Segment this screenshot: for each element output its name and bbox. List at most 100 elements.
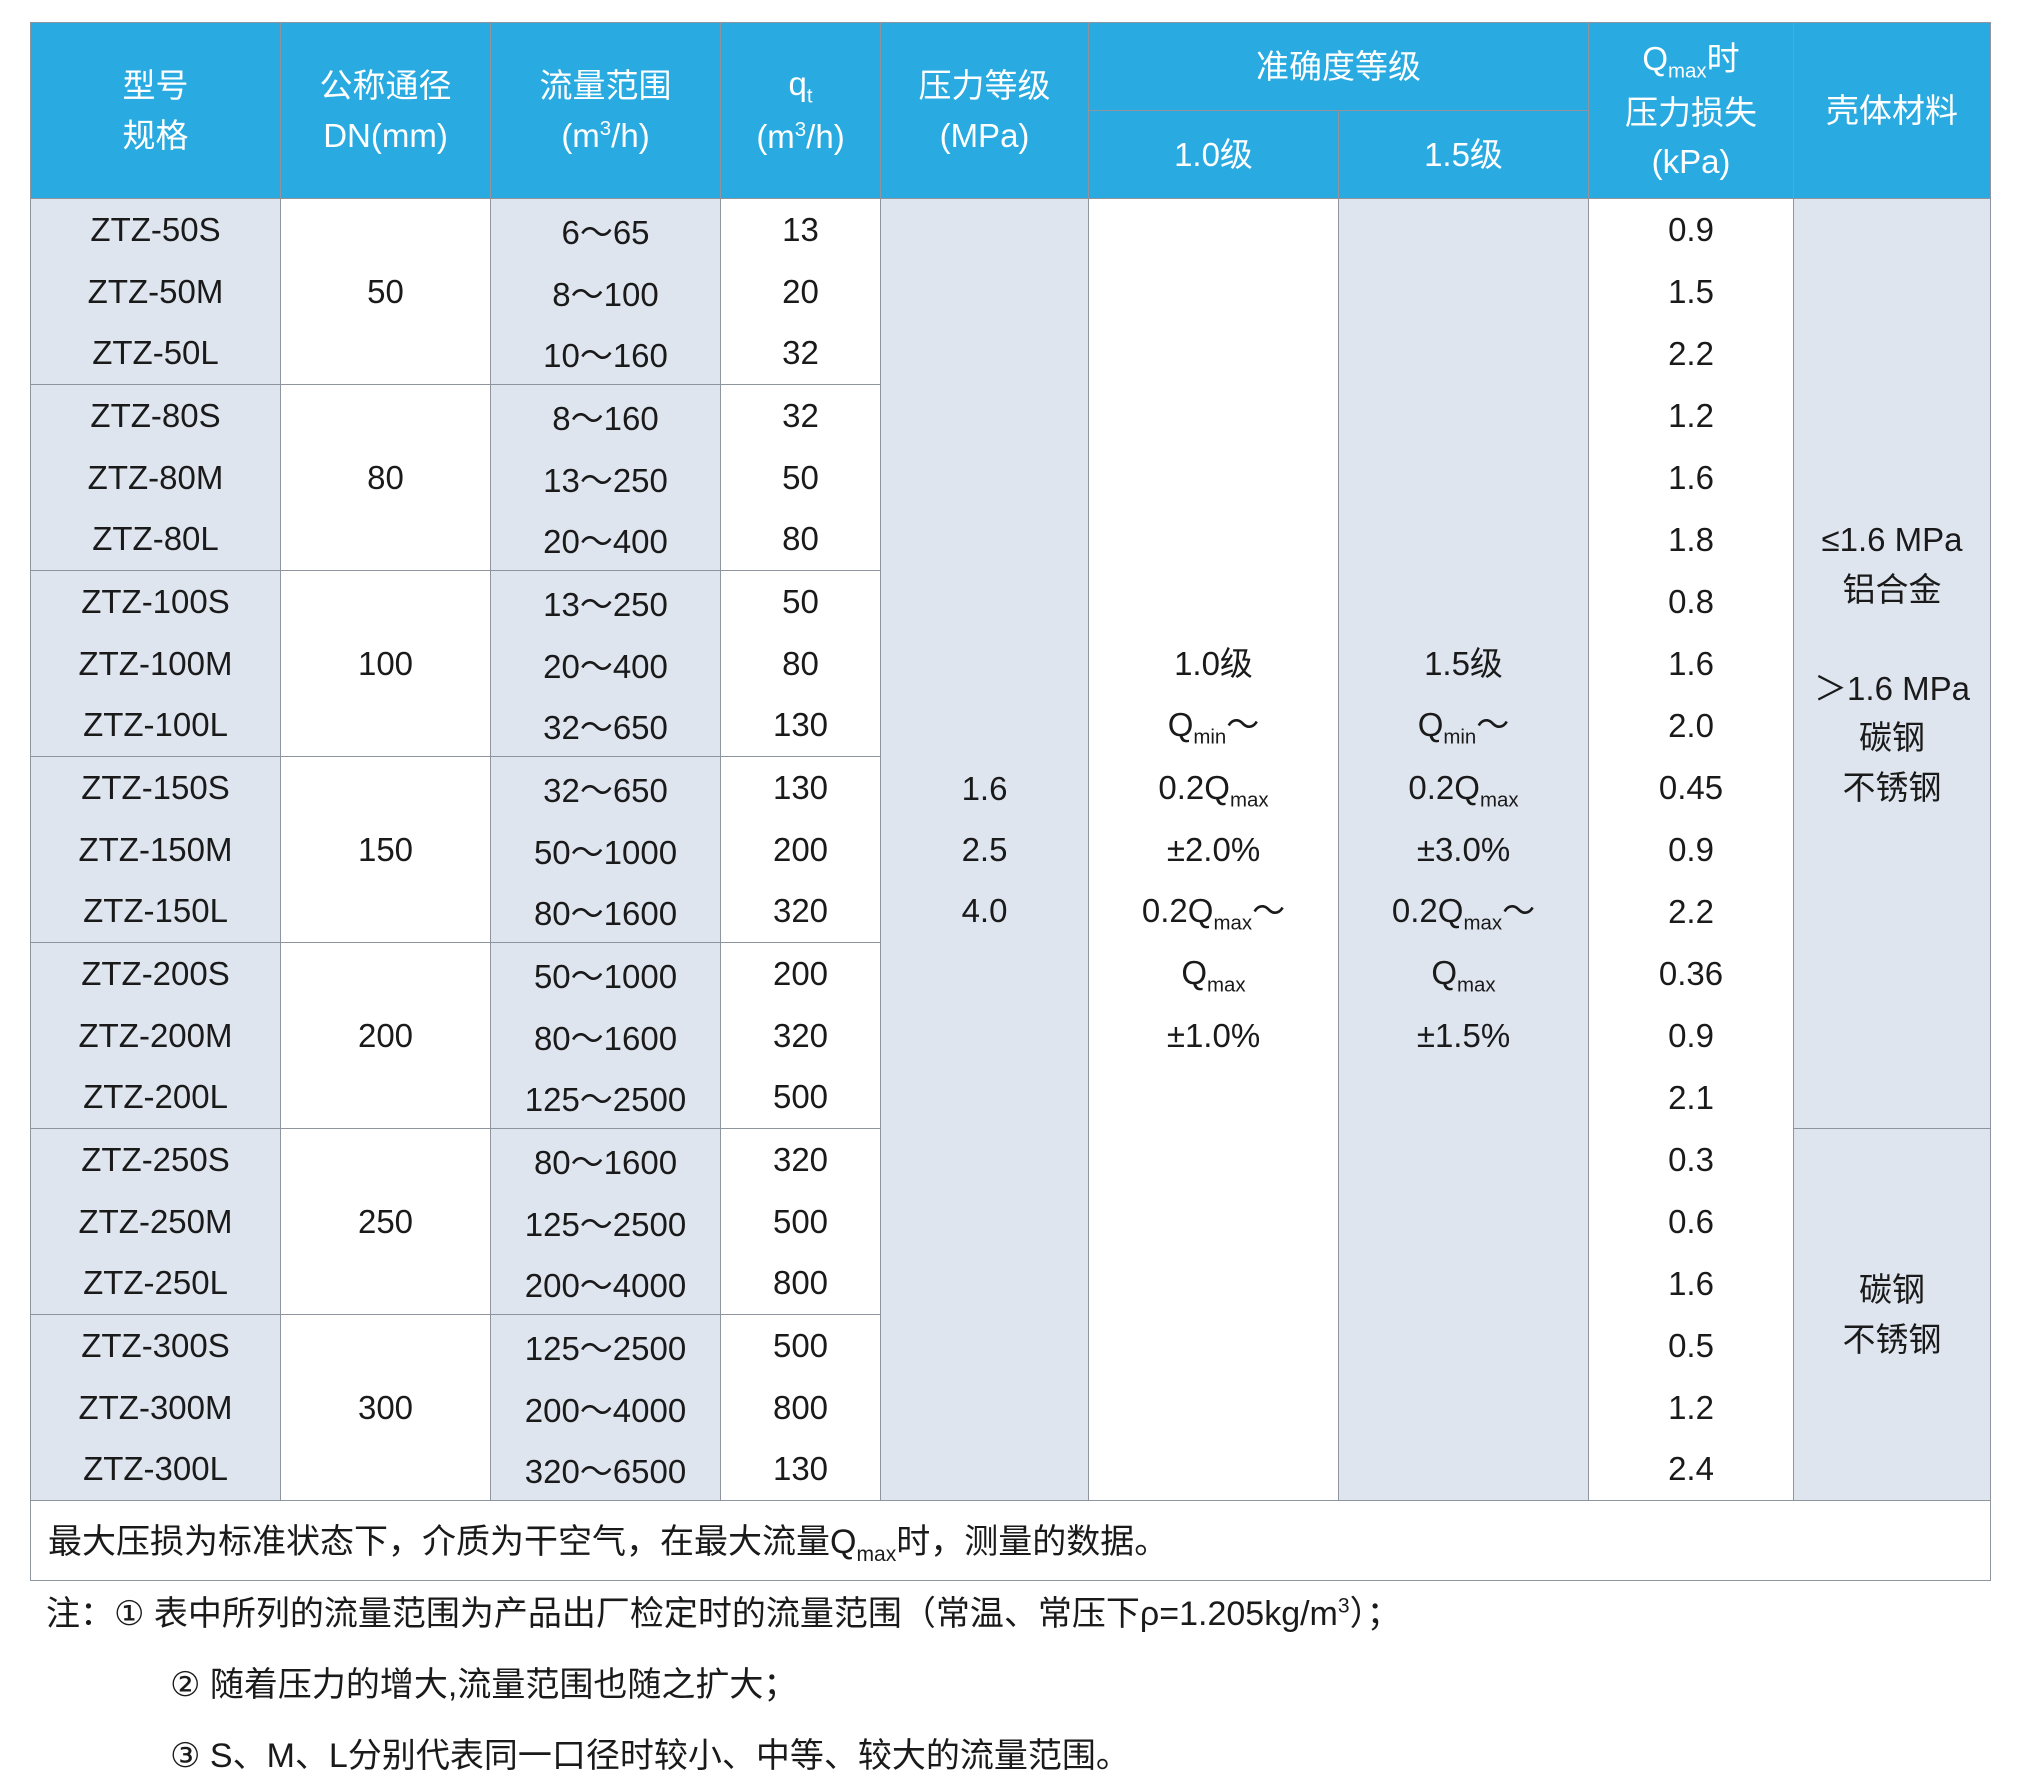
model-cell: ZTZ-200L [30,1066,281,1129]
pressure-loss-cell: 0.9 [1588,198,1794,261]
flow-range-cell: 13～250 [490,446,721,509]
model-cell: ZTZ-50L [30,322,281,385]
pressure-loss-cell: 1.6 [1588,1252,1794,1315]
flow-range-cell: 20～400 [490,632,721,695]
pressure-loss-cell: 1.6 [1588,446,1794,509]
flow-range-cell: 125～2500 [490,1314,721,1377]
qt-cell: 500 [720,1190,881,1253]
spec-row: ZTZ-150M 50～1000 200 0.9 [30,818,1991,881]
dn-cell: 100 [280,570,491,757]
dn-cell: 250 [280,1128,491,1315]
pressure-loss-cell: 1.2 [1588,1376,1794,1439]
dn-cell: 150 [280,756,491,943]
qt-cell: 800 [720,1376,881,1439]
flow-range-cell: 200～4000 [490,1376,721,1439]
spec-row: ZTZ-300L 320～6500 130 2.4 [30,1438,1991,1501]
model-cell: ZTZ-250L [30,1252,281,1315]
spec-row: ZTZ-100S 100 13～250 50 0.8 [30,570,1991,757]
pressure-loss-cell: 0.45 [1588,756,1794,819]
qt-cell: 500 [720,1314,881,1377]
flow-range-cell: 8～100 [490,260,721,323]
qt-cell: 320 [720,1128,881,1191]
flow-range-cell: 320～6500 [490,1438,721,1501]
spec-row: ZTZ-80S 80 8～160 32 1.2 [30,384,1991,571]
spec-row: ZTZ-250M 125～2500 500 0.6 [30,1190,1991,1253]
qt-cell: 130 [720,1438,881,1501]
material-cell: ≤1.6 MPa 铝合金 ＞1.6 MPa 碳钢 不锈钢 [1793,198,1991,1129]
pressure-loss-cell: 0.6 [1588,1190,1794,1253]
spec-row: ZTZ-100L 32～650 130 2.0 [30,694,1991,757]
pressure-loss-cell: 0.8 [1588,570,1794,633]
header-accuracy-1-0: 1.0级 [1088,110,1339,199]
header-pressure: 压力等级 (MPa) [880,22,1089,199]
model-cell: ZTZ-150M [30,818,281,881]
accuracy-1-5-cell: 1.5级 Qmin～ 0.2Qmax ±3.0% 0.2Qmax～ Qmax ±1.5% [1338,198,1589,1501]
qt-cell: 130 [720,694,881,757]
flow-range-cell: 80～1600 [490,1004,721,1067]
qt-cell: 32 [720,384,881,447]
header-material: 壳体材料 [1793,22,1991,199]
flow-range-cell: 13～250 [490,570,721,633]
spec-row: ZTZ-200S 200 50～1000 200 0.36 [30,942,1991,1129]
model-cell: ZTZ-150L [30,880,281,943]
qt-cell: 200 [720,818,881,881]
header-qt: qt (m3/h) [720,22,881,199]
qt-cell: 500 [720,1066,881,1129]
note-line-2: ② 随着压力的增大,流量范围也随之扩大； [170,1666,798,1705]
model-cell: ZTZ-50M [30,260,281,323]
model-cell: ZTZ-100M [30,632,281,695]
model-cell: ZTZ-300L [30,1438,281,1501]
flow-range-cell: 8～160 [490,384,721,447]
qt-cell: 130 [720,756,881,819]
pressure-loss-cell: 1.6 [1588,632,1794,695]
qt-cell: 320 [720,1004,881,1067]
model-cell: ZTZ-200M [30,1004,281,1067]
model-cell: ZTZ-100L [30,694,281,757]
pressure-loss-cell: 0.36 [1588,942,1794,1005]
qt-cell: 800 [720,1252,881,1315]
flow-range-cell: 6～65 [490,198,721,261]
spec-row: ZTZ-50M 8～100 20 1.5 [30,260,1991,323]
pressure-loss-cell: 0.9 [1588,818,1794,881]
pressure-loss-cell: 1.8 [1588,508,1794,571]
flow-range-cell: 125～2500 [490,1066,721,1129]
spec-table: 型号 规格 公称通径 DN(mm) 流量范围 (m3/h) qt (m3/h) 压力等级… [30,22,1991,1581]
header-row-1: 型号 规格 公称通径 DN(mm) 流量范围 (m3/h) qt (m3/h) 压力等级… [30,22,1991,199]
flow-range-cell: 200～4000 [490,1252,721,1315]
flow-range-cell: 50～1000 [490,818,721,881]
spec-row: ZTZ-150S 150 32～650 130 0.45 [30,756,1991,943]
dn-cell: 200 [280,942,491,1129]
pressure-loss-cell: 2.2 [1588,322,1794,385]
header-accuracy: 准确度等级 [1088,22,1589,111]
flow-range-cell: 32～650 [490,756,721,819]
model-cell: ZTZ-80L [30,508,281,571]
qt-cell: 13 [720,198,881,261]
dn-cell: 80 [280,384,491,571]
pressure-rating-cell: 1.6 2.5 4.0 [880,198,1089,1501]
header-model: 型号 规格 [30,22,281,199]
flow-range-cell: 80～1600 [490,880,721,943]
qt-cell: 50 [720,446,881,509]
spec-table-body: ZTZ-50S 50 6～65 13 1.6 2.5 4.0 1.0级 Qmin～ 0.2Qmax… [30,198,1991,1501]
model-cell: ZTZ-300M [30,1376,281,1439]
flow-range-cell: 20～400 [490,508,721,571]
model-cell: ZTZ-80M [30,446,281,509]
model-cell: ZTZ-100S [30,570,281,633]
qt-cell: 80 [720,508,881,571]
qt-cell: 200 [720,942,881,1005]
material-cell: 碳钢 不锈钢 [1793,1128,1991,1501]
dn-cell: 300 [280,1314,491,1501]
spec-row: ZTZ-50L 10～160 32 2.2 [30,322,1991,385]
table-header: 型号 规格 公称通径 DN(mm) 流量范围 (m3/h) qt (m3/h) 压力等级… [30,22,1991,199]
spec-row: ZTZ-250L 200～4000 800 1.6 [30,1252,1991,1315]
header-flow: 流量范围 (m3/h) [490,22,721,199]
pressure-loss-cell: 0.5 [1588,1314,1794,1377]
model-cell: ZTZ-200S [30,942,281,1005]
model-cell: ZTZ-300S [30,1314,281,1377]
table-footer: 最大压损为标准状态下，介质为干空气，在最大流量Qmax时，测量的数据。 [30,1500,1991,1581]
spec-row: ZTZ-300M 200～4000 800 1.2 [30,1376,1991,1439]
spec-row: ZTZ-200M 80～1600 320 0.9 [30,1004,1991,1067]
header-row-2: 1.0级 1.5级 [31,110,1991,199]
footer-note: 最大压损为标准状态下，介质为干空气，在最大流量Qmax时，测量的数据。 [30,1500,1991,1581]
